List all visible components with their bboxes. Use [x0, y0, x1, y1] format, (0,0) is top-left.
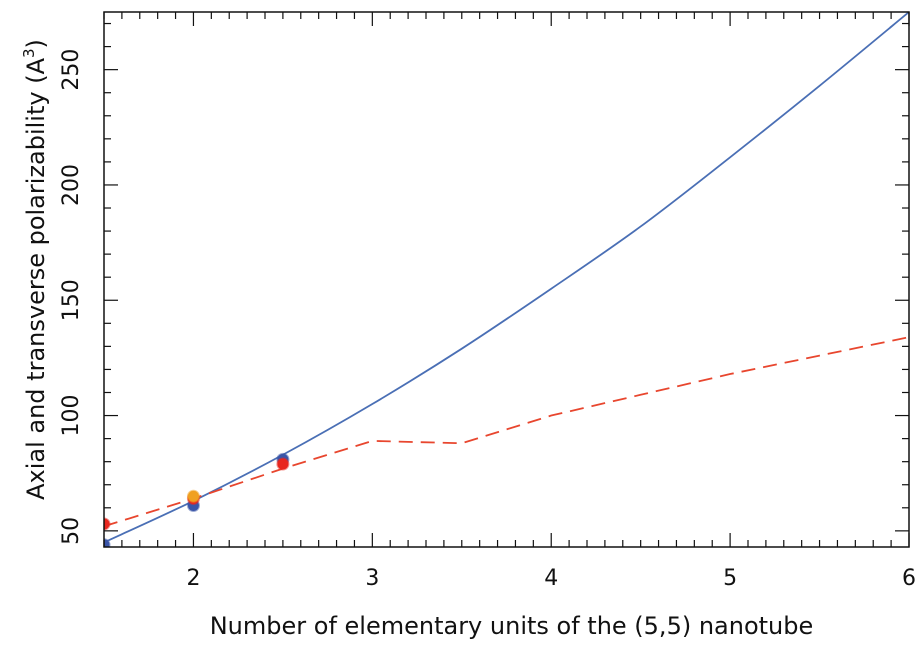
labels: 2 3 4 5 6 50 100 150 200 250 Number of elementary …	[20, 39, 916, 640]
x-tick-label: 4	[544, 566, 558, 591]
plot-frame	[104, 12, 909, 547]
series-line-solid	[104, 12, 909, 542]
data-point	[188, 491, 199, 502]
data-point	[277, 458, 288, 469]
y-tick-label: 250	[59, 49, 84, 91]
x-axis-title: Number of elementary units of the (5,5) …	[210, 612, 814, 640]
x-tick-label: 2	[186, 566, 200, 591]
y-axis-title-main: Axial and transverse polarizability (A	[22, 57, 50, 499]
series-line-dashed	[104, 337, 909, 526]
x-tick-label: 3	[365, 566, 379, 591]
y-axis-title-superscript: 3	[20, 48, 38, 58]
x-tick-label: 5	[723, 566, 737, 591]
plot-area	[99, 12, 910, 550]
y-tick-label: 150	[59, 279, 84, 321]
y-tick-label: 100	[59, 395, 84, 437]
y-axis-title: Axial and transverse polarizability (A3)	[20, 39, 50, 500]
y-axis-title-close: )	[22, 39, 50, 48]
y-tick-label: 200	[59, 164, 84, 206]
axes	[104, 12, 909, 547]
x-tick-label: 6	[902, 566, 916, 591]
y-tick-label: 50	[59, 517, 84, 545]
